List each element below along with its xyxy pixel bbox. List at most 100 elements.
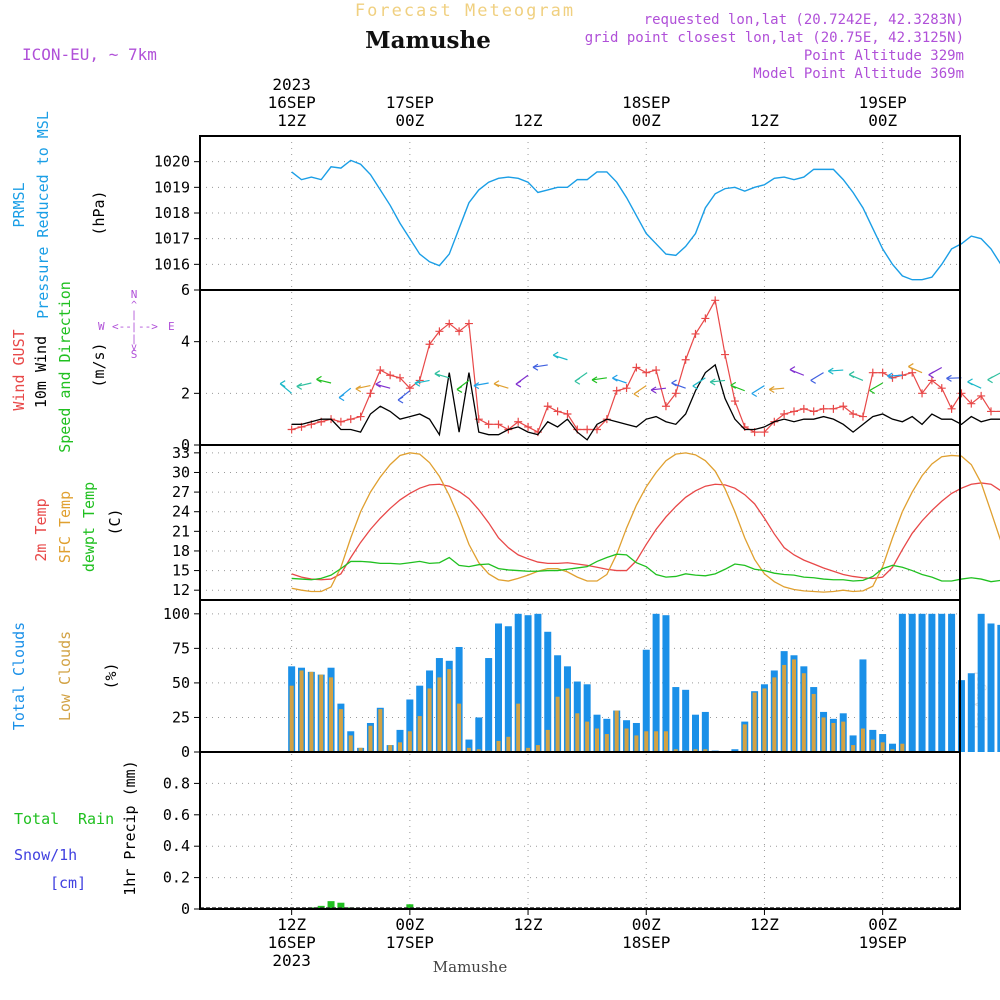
temp-dewpt-label: dewpt Temp [80, 482, 98, 572]
gust-marker [622, 384, 631, 393]
gust-marker [868, 368, 877, 377]
wind-direction-arrow [612, 374, 627, 384]
low-cloud-bar [673, 749, 678, 752]
wind-direction-arrow [848, 371, 864, 381]
wind10-line [291, 363, 1000, 441]
wind-direction-arrow [751, 385, 765, 398]
gust-marker [346, 415, 355, 424]
low-cloud-bar [742, 724, 747, 752]
low-cloud-bar [654, 731, 659, 752]
low-cloud-bar [526, 747, 531, 752]
gust-line [291, 298, 1000, 433]
requested-coords: requested lon,lat (20.7242E, 42.3283N) [644, 12, 964, 28]
y-tick-label: 30 [172, 463, 190, 481]
wind-direction-arrow [414, 379, 430, 387]
time-label-bottom: 12Z [277, 915, 306, 934]
time-label-bottom: 19SEP [859, 933, 907, 952]
total-cloud-bar [692, 714, 699, 752]
gust-marker [336, 417, 345, 426]
temp-dewpt-line [291, 553, 1000, 583]
wind-direction-arrow [709, 378, 726, 386]
total-cloud-bar [977, 613, 985, 752]
compass-w: W [98, 320, 105, 333]
gust-marker [445, 319, 454, 328]
total-cloud-bar [514, 613, 522, 752]
low-cloud-bar [595, 728, 599, 752]
clouds-unit-label: (%) [102, 662, 120, 689]
total-cloud-bar [967, 673, 975, 752]
y-tick-label: 100 [163, 605, 190, 623]
low-cloud-bar [762, 688, 767, 752]
gust-marker [849, 410, 858, 418]
wind-direction-arrow [908, 363, 923, 374]
time-label-bottom: 00Z [632, 915, 661, 934]
gust-marker [514, 417, 523, 426]
y-tick-label: 24 [172, 503, 190, 521]
wind-dir-label: Speed and Direction [56, 281, 74, 453]
wind-direction-arrow [928, 366, 943, 379]
total-cloud-bar [889, 743, 896, 752]
total-cloud-bar [997, 624, 1000, 752]
temp-2m-label: 2m Temp [32, 498, 50, 561]
compass-bar-bottom: | [131, 334, 137, 345]
wind-direction-arrow [515, 374, 529, 388]
wind-direction-arrow [456, 379, 470, 393]
y-tick-label: 12 [172, 581, 190, 599]
low-clouds-label: Low Clouds [56, 631, 74, 721]
gust-label: Wind GUST [10, 329, 28, 410]
wind-direction-arrow [434, 370, 450, 379]
rain-bar [327, 901, 335, 909]
y-tick-label: 21 [172, 522, 190, 540]
gust-marker [937, 384, 946, 393]
total-cloud-bar [928, 613, 936, 752]
gust-marker [425, 340, 434, 349]
gust-marker [927, 376, 936, 385]
prmsl-label: PRMSL [10, 182, 28, 227]
total-cloud-bar [475, 717, 483, 752]
time-label-top: 12Z [277, 111, 306, 130]
panel-frame [199, 289, 961, 446]
wind-direction-arrow [946, 374, 962, 382]
gust-marker [455, 327, 464, 336]
time-label-bottom: 2023 [272, 951, 311, 970]
wind-direction-arrow [810, 372, 824, 384]
total-cloud-bar [938, 613, 946, 752]
low-cloud-bar [811, 693, 816, 752]
low-cloud-bar [860, 728, 865, 752]
time-label-top: 12Z [514, 111, 543, 130]
wind-direction-arrow [692, 377, 706, 390]
low-cloud-bar [348, 735, 353, 752]
wind-direction-arrow [493, 380, 509, 389]
gust-marker [780, 410, 789, 418]
gust-marker [957, 389, 966, 398]
low-cloud-bar [329, 677, 334, 752]
y-tick-label: 33 [172, 444, 190, 462]
low-cloud-bar [496, 740, 501, 752]
low-cloud-bar [338, 709, 343, 752]
gust-marker [543, 402, 552, 411]
total-cloud-bar [485, 658, 493, 752]
low-cloud-bar [565, 688, 570, 752]
total-cloud-bar [642, 649, 650, 752]
total-cloud-bar [662, 615, 670, 752]
total-cloud-bar [898, 613, 906, 752]
low-cloud-bar [585, 721, 590, 752]
low-cloud-bar [851, 745, 856, 752]
gust-marker [918, 389, 927, 398]
time-label-bottom: 00Z [868, 915, 897, 934]
wind-unit-label: (m/s) [90, 342, 108, 387]
precip-total-label: Total [14, 810, 59, 828]
total-cloud-bar [406, 699, 414, 752]
gust-marker [681, 355, 690, 364]
compass-s: S [131, 348, 138, 361]
y-tick-label: 1017 [154, 230, 190, 248]
compass-n: N [131, 288, 138, 301]
gust-marker [386, 371, 395, 380]
low-cloud-bar [900, 743, 905, 752]
gust-marker [967, 399, 976, 408]
compass-e: E [168, 320, 175, 333]
low-cloud-bar [545, 729, 550, 752]
total-cloud-bar [583, 684, 591, 752]
